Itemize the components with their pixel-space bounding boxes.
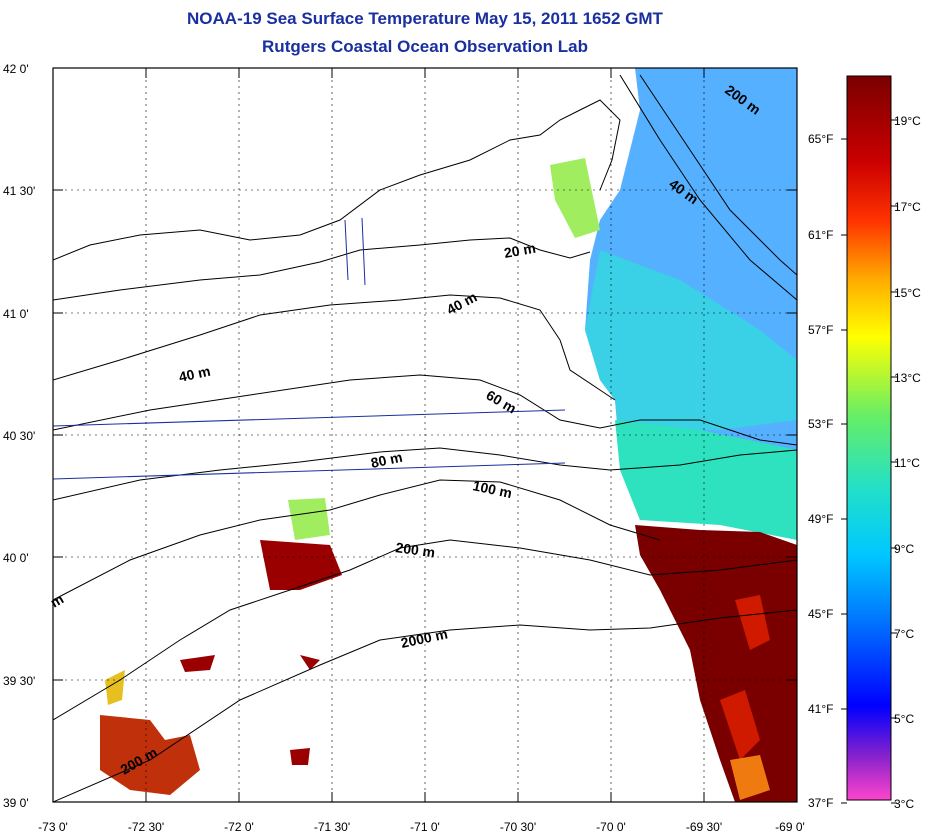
isobath-20 [53, 237, 591, 301]
colorbar-ticks [841, 119, 897, 804]
map-title: NOAA-19 Sea Surface Temperature May 15, … [187, 9, 663, 28]
cb-f-label: 57°F [808, 323, 833, 337]
cb-f-label: 53°F [808, 417, 833, 431]
cb-c-label: 11°C [894, 456, 920, 470]
hot-spots [720, 595, 770, 760]
isobath-label: 20 m [503, 240, 537, 261]
isobath-200 [53, 539, 797, 721]
scattered-warm-pixels [180, 655, 320, 765]
southwest-yellow-patch [105, 670, 125, 705]
isobath-80 [53, 447, 797, 501]
shelf-break-north [619, 74, 797, 301]
map-subtitle: Rutgers Coastal Ocean Observation Lab [262, 37, 588, 56]
isobath-40 [53, 294, 616, 401]
lon-tick: -73 0' [38, 820, 68, 834]
cb-f-label: 41°F [808, 702, 833, 716]
isobath-label: 200 m [395, 539, 437, 560]
lat-tick: 39 30' [3, 674, 35, 688]
transect-bay-a [344, 219, 349, 281]
lon-tick: -72 0' [224, 820, 254, 834]
isobath-label: 40 m [177, 363, 212, 385]
lon-tick: -70 30' [500, 820, 536, 834]
cool-water-patch [585, 250, 797, 450]
cb-c-label: 13°C [894, 371, 921, 385]
graticule [53, 68, 797, 802]
cb-f-label: 45°F [808, 607, 833, 621]
lon-tick: -69 30' [686, 820, 722, 834]
cb-c-label: 7°C [894, 627, 914, 641]
mild-water-patch [615, 420, 797, 540]
southwest-warm-patch [100, 715, 200, 795]
transect-lines [52, 217, 566, 480]
sst-overlay [100, 68, 797, 802]
orange-spot-east [730, 755, 770, 800]
lon-tick: -71 0' [410, 820, 440, 834]
coastline-north [53, 99, 621, 261]
transect-south [52, 462, 566, 480]
colorbar [846, 75, 892, 801]
cb-c-label: 19°C [894, 114, 921, 128]
cb-f-label: 61°F [808, 228, 833, 242]
cb-f-label: 37°F [808, 796, 833, 810]
lon-tick: -71 30' [314, 820, 350, 834]
warm-ring-patch [260, 540, 342, 590]
lat-tick: 39 0' [3, 796, 29, 810]
cb-c-label: 5°C [894, 712, 914, 726]
cb-c-label: 3°C [894, 797, 914, 811]
cb-c-label: 9°C [894, 542, 914, 556]
longitude-labels: -73 0' -72 30' -72 0' -71 30' -71 0' -70… [38, 820, 805, 834]
contours [53, 74, 797, 802]
shelf-contour-north [639, 74, 797, 276]
lon-tick: -72 30' [128, 820, 164, 834]
latitude-labels: 42 0' 41 30' 41 0' 40 30' 40 0' 39 30' 3… [3, 62, 35, 810]
lat-tick: 40 30' [3, 429, 35, 443]
isobath-100 [53, 479, 661, 601]
lon-tick: -69 0' [775, 820, 805, 834]
transect-bay-b [361, 217, 366, 286]
cb-f-label: 65°F [808, 132, 833, 146]
green-patch-shelf [288, 498, 330, 540]
isobath-60 [53, 374, 797, 446]
isobath-label: 80 m [369, 449, 404, 471]
cb-c-label: 15°C [894, 286, 921, 300]
isobath-2000 [53, 609, 797, 802]
transect-north [52, 409, 566, 427]
cb-c-label: 17°C [894, 200, 921, 214]
green-patch-north [550, 158, 600, 238]
lat-tick: 40 0' [3, 551, 29, 565]
lon-tick: -70 0' [596, 820, 626, 834]
colorbar-fahrenheit: 65°F 61°F 57°F 53°F 49°F 45°F 41°F 37°F [808, 132, 833, 810]
lat-tick: 41 30' [3, 184, 35, 198]
frame-ticks [52, 67, 798, 803]
lat-tick: 42 0' [3, 62, 29, 76]
lat-tick: 41 0' [3, 307, 29, 321]
cb-f-label: 49°F [808, 512, 833, 526]
colorbar-celsius: 19°C 17°C 15°C 13°C 11°C 9°C 7°C 5°C 3°C [894, 114, 921, 811]
